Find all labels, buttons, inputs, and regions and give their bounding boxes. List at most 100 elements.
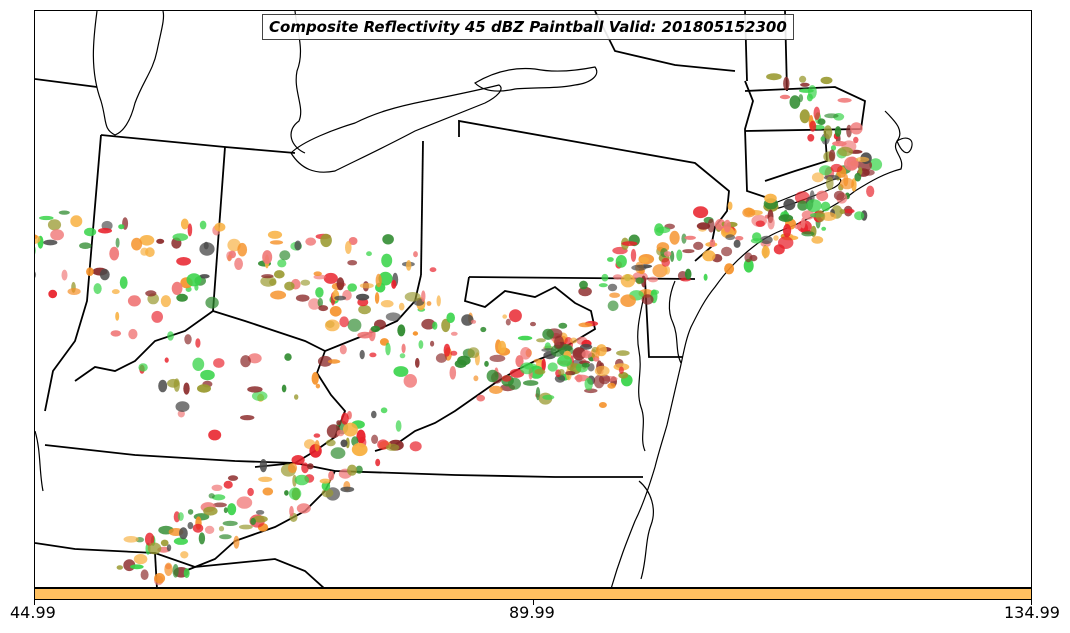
paintball-blob <box>347 318 362 332</box>
paintball-blob <box>287 462 298 474</box>
paintball-blob <box>172 564 179 578</box>
paintball-blob <box>307 463 314 470</box>
paintball-blob <box>638 256 649 263</box>
paintball-blob <box>294 474 310 486</box>
paintball-blob <box>743 258 754 273</box>
paintball-blob <box>820 76 833 85</box>
paintball-blob <box>817 118 826 125</box>
paintball-blob <box>421 290 426 303</box>
paintball-blob <box>797 200 809 211</box>
paintball-blob <box>866 185 875 197</box>
paintball-blob <box>325 439 336 447</box>
paintball-blob <box>581 350 592 359</box>
paintball-blob <box>341 412 349 425</box>
colorbar-tick-min <box>34 600 35 605</box>
paintball-blob <box>172 233 189 242</box>
paintball-blob <box>336 277 345 291</box>
paintball-blob <box>863 169 875 176</box>
paintball-blob <box>223 480 233 489</box>
paintball-blob <box>380 407 388 414</box>
paintball-blob <box>684 268 692 280</box>
paintball-blob <box>579 280 588 290</box>
paintball-blob <box>631 264 647 271</box>
paintball-blob <box>801 217 806 229</box>
paintball-blob <box>509 368 525 378</box>
paintball-blob <box>676 249 683 262</box>
paintball-blob <box>735 236 744 241</box>
basemap-svg <box>35 11 913 587</box>
paintball-blob <box>794 191 810 204</box>
lake-huron-shore <box>290 11 306 154</box>
paintball-blob <box>116 565 124 570</box>
paintball-blob <box>607 283 618 292</box>
paintball-blob <box>123 536 139 543</box>
paintball-blob <box>315 383 321 389</box>
paintball-blob <box>821 226 827 231</box>
border-ct-ri <box>764 130 828 182</box>
paintball-blob <box>413 251 418 258</box>
paintball-blob <box>140 569 149 580</box>
paintball-blob <box>801 231 815 237</box>
paintball-blob <box>109 246 120 261</box>
border-oh-ky <box>212 310 326 352</box>
paintball-blob <box>542 394 555 400</box>
paintball-blob <box>517 335 533 341</box>
paintball-blob <box>115 311 120 321</box>
paintball-blob <box>480 326 487 333</box>
paintball-blob <box>259 459 268 473</box>
paintball-blob <box>380 300 394 308</box>
colorbar-tick-max <box>1031 600 1032 605</box>
paintball-blob <box>175 401 190 412</box>
paintball-blob <box>284 281 295 291</box>
paintball-blob <box>234 257 244 270</box>
paintball-blob <box>558 369 565 376</box>
paintball-blob <box>35 271 37 278</box>
paintball-blob <box>371 410 377 419</box>
paintball-blob <box>807 134 815 142</box>
paintball-blob <box>199 220 207 230</box>
paintball-blob <box>203 506 218 516</box>
paintball-blob <box>598 402 607 408</box>
paintball-blob <box>811 236 824 244</box>
paintball-blob <box>702 250 716 262</box>
paintball-blob <box>317 297 323 308</box>
paintball-blob <box>641 294 654 305</box>
paintball-blob <box>618 366 624 374</box>
paintball-blob <box>347 283 358 292</box>
paintball-blob <box>314 440 320 452</box>
paintball-blob <box>794 224 802 230</box>
paintball-blob <box>301 462 309 474</box>
paintball-blob <box>166 544 172 552</box>
paintball-blob <box>262 487 274 496</box>
paintball-blob <box>664 266 671 275</box>
paintball-blob <box>118 224 125 230</box>
paintball-blob <box>669 230 680 245</box>
paintball-blob <box>580 343 593 350</box>
paintball-blob <box>815 210 826 223</box>
paintball-blob <box>805 199 822 213</box>
delaware-bay <box>668 280 682 364</box>
paintball-blob <box>339 316 349 328</box>
paintball-blob <box>179 527 188 540</box>
paintball-blob <box>630 248 637 262</box>
map-panel <box>34 10 1032 588</box>
paintball-blob <box>412 331 419 336</box>
paintball-blob <box>67 288 81 295</box>
paintball-blob <box>799 88 814 93</box>
paintball-blob <box>323 272 338 284</box>
paintball-blob <box>318 305 329 312</box>
paintball-blob <box>204 525 215 535</box>
paintball-blob <box>635 277 644 284</box>
paintball-blob <box>703 273 708 281</box>
paintball-blob <box>348 237 358 245</box>
paintball-blob <box>355 465 363 474</box>
paintball-blob <box>505 318 511 326</box>
paintball-blob <box>227 503 237 516</box>
border-mi-in-oh <box>100 134 296 154</box>
paintball-blob <box>233 535 240 549</box>
paintball-blob <box>58 210 70 215</box>
paintball-blob <box>84 227 97 237</box>
paintball-blob <box>93 283 102 295</box>
paintball-blob <box>450 350 458 356</box>
paintball-blob <box>709 239 716 248</box>
